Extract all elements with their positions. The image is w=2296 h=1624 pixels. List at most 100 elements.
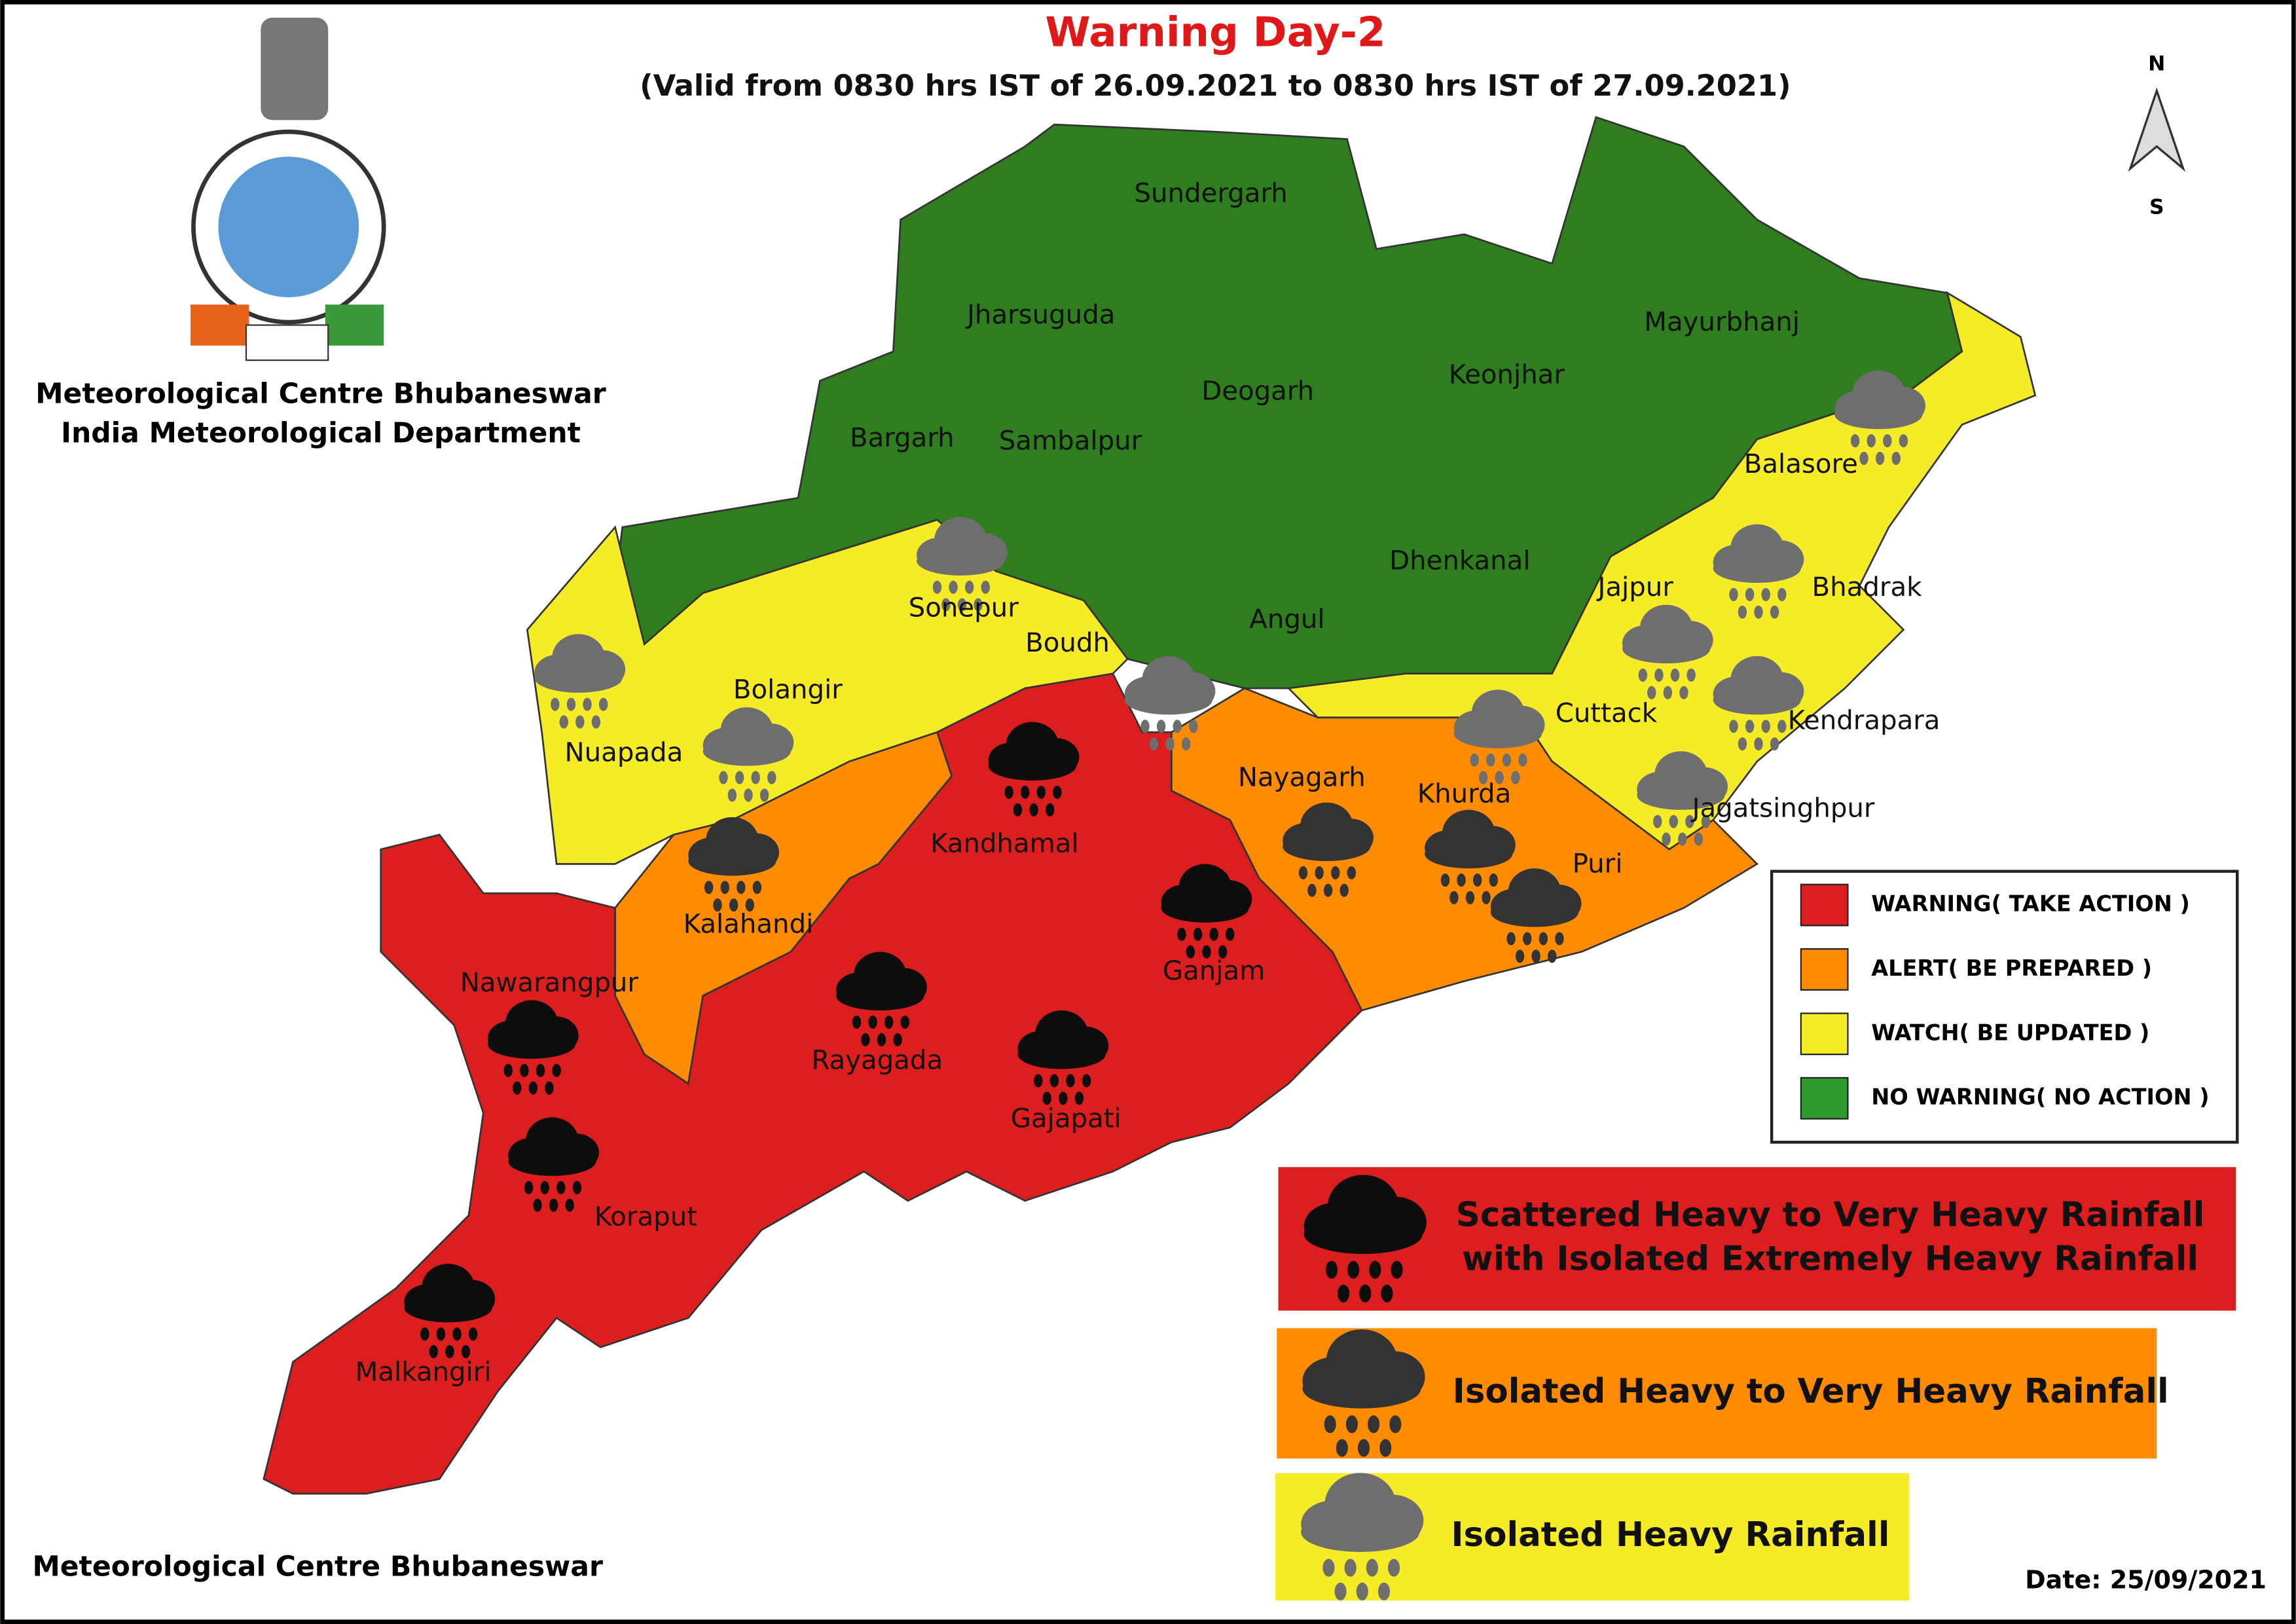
cloud-part: [988, 751, 1076, 781]
rain-drop: [1045, 803, 1055, 817]
rain-drop: [1738, 737, 1747, 751]
rain-drop: [1770, 737, 1779, 751]
rain-drop: [1478, 771, 1488, 784]
rain-drop: [1777, 720, 1787, 733]
rain-drop: [1647, 686, 1656, 699]
rain-drop: [1298, 866, 1308, 879]
district-label: Khurda: [1417, 779, 1511, 809]
organization-name: India Meteorological Department: [61, 418, 581, 450]
rain-drop: [1181, 737, 1191, 751]
rain-icon: [404, 1263, 496, 1359]
rain-drop: [1489, 873, 1498, 887]
rain-drop: [1482, 891, 1491, 904]
rain-drop: [545, 1081, 554, 1095]
rain-drop: [1074, 1092, 1084, 1105]
rain-drop: [1325, 1261, 1338, 1279]
rain-drop: [1761, 587, 1770, 601]
rain-drop: [1337, 1284, 1350, 1302]
rain-drop: [1531, 950, 1540, 963]
rain-drop: [752, 881, 762, 895]
rain-drop: [1140, 720, 1150, 733]
rain-drop: [893, 1033, 902, 1046]
district-label: Jharsuguda: [965, 300, 1115, 330]
rain-drop: [1522, 932, 1532, 946]
rain-drop: [598, 697, 608, 711]
rain-icon: [1303, 1175, 1427, 1302]
subtitle: (Valid from 0830 hrs IST of 26.09.2021 t…: [640, 68, 1791, 103]
rain-drop: [1678, 832, 1687, 846]
rain-drop: [533, 1198, 542, 1212]
logo-ribbon-left: [190, 304, 249, 346]
cloud-part: [534, 663, 623, 693]
rain-drop: [957, 598, 967, 612]
district-label: Nayagarh: [1238, 763, 1366, 793]
district-label: Puri: [1573, 849, 1623, 879]
rain-drop: [468, 1327, 478, 1341]
rain-drop: [1356, 1582, 1368, 1600]
district-label: Balasore: [1744, 449, 1858, 479]
rain-drop: [572, 1181, 582, 1194]
rain-drop: [1173, 720, 1182, 733]
rain-drop: [1502, 753, 1512, 767]
rain-drop: [583, 697, 592, 711]
rain-drop: [1391, 1261, 1403, 1279]
rain-icon: [1490, 868, 1582, 963]
rain-drop: [1381, 1284, 1393, 1302]
rain-drop: [1053, 785, 1062, 799]
district-label: Bargarh: [850, 423, 955, 453]
cloud-part: [702, 736, 791, 766]
district-label: Malkangiri: [355, 1357, 492, 1388]
rain-drop: [1013, 803, 1023, 817]
rain-icon: [1301, 1473, 1424, 1600]
rain-icon: [1622, 604, 1713, 699]
rain-drop: [1662, 832, 1671, 846]
rain-drop: [884, 1015, 894, 1029]
logo-ribbon-right: [325, 304, 384, 346]
cloud-part: [404, 1293, 492, 1323]
rain-drop: [713, 898, 722, 912]
district-label: Ganjam: [1163, 956, 1265, 986]
rain-drop: [1389, 1415, 1402, 1433]
rain-drop: [1875, 451, 1885, 466]
district-label: Nawarangpur: [460, 968, 639, 998]
rain-drop: [1539, 932, 1548, 946]
rain-drop: [1034, 1074, 1043, 1088]
rain-icon: [508, 1117, 599, 1212]
rain-drop: [1701, 815, 1711, 828]
rain-drop: [1470, 753, 1479, 767]
rain-drop: [1369, 1261, 1381, 1279]
rain-drop: [445, 1344, 454, 1359]
rain-drop: [559, 715, 568, 729]
rain-drop: [1745, 720, 1755, 733]
rain-drop: [1345, 1415, 1358, 1433]
rain-drop: [964, 580, 974, 594]
logo-ribbon-center: [245, 324, 329, 361]
rain-drop: [1331, 866, 1340, 879]
rain-drop: [1883, 434, 1892, 448]
rain-drop: [1729, 587, 1738, 601]
district-label: Angul: [1249, 604, 1324, 635]
district-label: Koraput: [594, 1202, 697, 1232]
rain-drop: [556, 1181, 566, 1194]
rain-drop: [1347, 1261, 1360, 1279]
rain-icon: [688, 817, 779, 912]
cloud-part: [1017, 1039, 1106, 1069]
rain-drop: [1506, 932, 1516, 946]
rainfall-legend-label: Isolated Heavy Rainfall: [1451, 1515, 1889, 1555]
rain-drop: [1440, 873, 1450, 887]
rain-drop: [1449, 891, 1459, 904]
rain-drop: [877, 1033, 886, 1046]
cloud-part: [1834, 399, 1923, 430]
rain-drop: [1670, 668, 1680, 682]
rain-icon: [1453, 690, 1545, 784]
rain-icon: [1834, 370, 1925, 466]
rain-drop: [1218, 945, 1228, 959]
district-label: Mayurbhanj: [1644, 307, 1800, 337]
rain-drop: [1754, 737, 1763, 751]
rain-drop: [540, 1181, 549, 1194]
rain-drop: [949, 580, 958, 594]
rain-drop: [1653, 815, 1662, 828]
rain-drop: [1339, 883, 1349, 897]
cloud-part: [487, 1029, 576, 1059]
rain-drop: [1663, 686, 1673, 699]
